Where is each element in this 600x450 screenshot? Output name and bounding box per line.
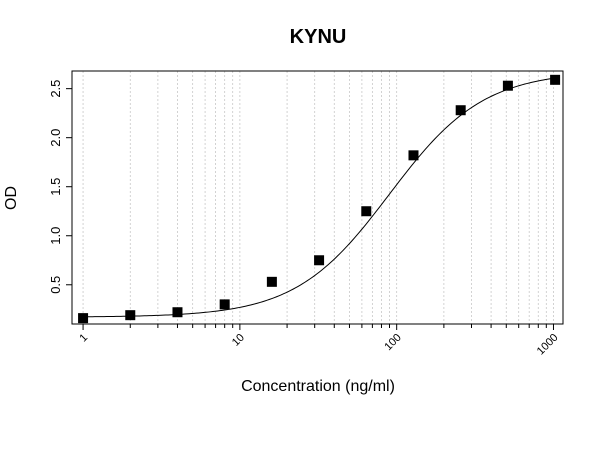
x-tick-label: 10: [230, 332, 247, 349]
y-tick-label: 0.5: [48, 276, 63, 294]
y-axis: 0.5 1.0 1.5 2.0 2.5: [48, 80, 72, 294]
y-tick-label: 2.5: [48, 80, 63, 98]
y-axis-label: OD: [3, 186, 20, 210]
data-point: [172, 307, 183, 318]
data-point: [266, 276, 277, 287]
plot-frame: [71, 70, 564, 325]
data-point: [550, 74, 561, 85]
x-tick-label: 100: [382, 332, 403, 353]
fit-curve: [83, 77, 556, 318]
data-point: [455, 105, 466, 116]
data-point: [314, 255, 325, 266]
x-axis-label: Concentration (ng/ml): [241, 378, 395, 395]
y-tick-label: 1.5: [48, 178, 63, 196]
data-points: [78, 74, 561, 324]
grid: [82, 71, 554, 324]
y-tick-label: 1.0: [48, 227, 63, 245]
data-point: [361, 206, 372, 217]
data-point: [408, 150, 419, 161]
data-point: [78, 313, 89, 324]
y-tick-label: 2.0: [48, 129, 63, 147]
x-tick-label: 1000: [535, 332, 561, 358]
chart-title: KYNU: [290, 26, 347, 48]
data-point: [219, 299, 230, 310]
data-point: [125, 310, 136, 321]
data-point: [502, 80, 513, 91]
x-tick-label: 1: [77, 332, 90, 345]
x-axis: 1 10 100 1000: [77, 324, 561, 358]
